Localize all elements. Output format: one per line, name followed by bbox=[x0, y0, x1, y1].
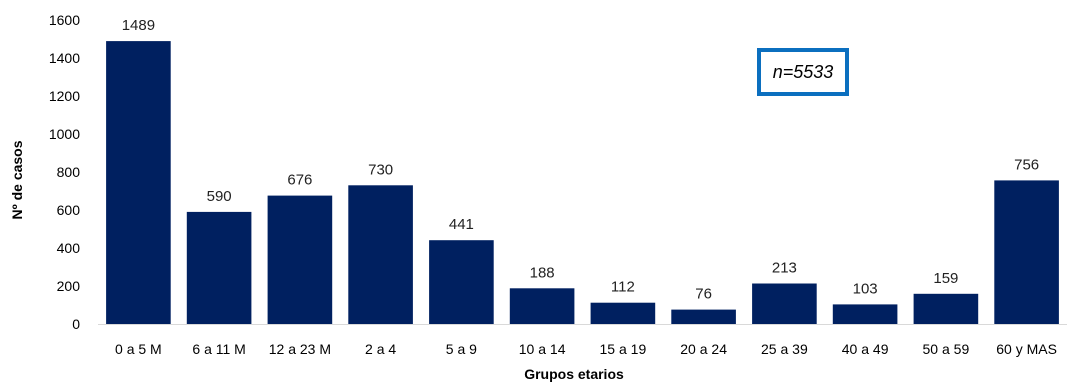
data-label: 188 bbox=[530, 264, 555, 281]
data-label: 1489 bbox=[122, 17, 155, 34]
x-tick-label: 6 a 11 M bbox=[192, 341, 245, 357]
data-label: 112 bbox=[611, 279, 635, 296]
x-tick-label: 60 y MAS bbox=[996, 341, 1057, 357]
y-tick-label: 1200 bbox=[49, 88, 80, 104]
x-tick-label: 0 a 5 M bbox=[115, 341, 162, 357]
bar bbox=[671, 309, 736, 324]
bar bbox=[913, 293, 979, 324]
y-tick-label: 600 bbox=[57, 202, 81, 218]
x-tick-label: 40 a 49 bbox=[842, 341, 889, 357]
bar bbox=[752, 283, 817, 324]
y-axis-ticks: 0 200 400 600 800 1000 1200 1400 1600 bbox=[49, 12, 80, 332]
x-tick-label: 5 a 9 bbox=[446, 341, 477, 357]
x-tick-label: 10 a 14 bbox=[519, 341, 566, 357]
y-tick-label: 200 bbox=[57, 278, 81, 294]
bar bbox=[348, 185, 413, 324]
x-tick-label: 15 a 19 bbox=[600, 341, 647, 357]
bar bbox=[832, 304, 898, 324]
data-label: 441 bbox=[449, 216, 474, 233]
x-tick-label: 12 a 23 M bbox=[269, 341, 331, 357]
x-tick-label: 20 a 24 bbox=[680, 341, 727, 357]
x-tick-label: 50 a 59 bbox=[923, 341, 970, 357]
bar bbox=[267, 195, 333, 324]
bar bbox=[590, 302, 656, 324]
data-label: 159 bbox=[933, 270, 958, 287]
data-label: 213 bbox=[772, 260, 797, 277]
x-tick-label: 2 a 4 bbox=[365, 341, 396, 357]
y-tick-label: 0 bbox=[72, 316, 80, 332]
bar bbox=[994, 180, 1059, 324]
data-label: 676 bbox=[287, 172, 312, 189]
y-axis-title: Nº de casos bbox=[9, 140, 25, 219]
y-tick-label: 800 bbox=[57, 164, 81, 180]
x-axis-ticks: 0 a 5 M 6 a 11 M 12 a 23 M 2 a 4 5 a 9 10 a 1… bbox=[115, 341, 1057, 357]
x-axis-title: Grupos etarios bbox=[524, 366, 624, 382]
y-tick-label: 1600 bbox=[49, 12, 80, 28]
data-label: 590 bbox=[207, 188, 232, 205]
data-label: 756 bbox=[1014, 156, 1039, 173]
data-label: 730 bbox=[368, 161, 393, 178]
bar bbox=[106, 41, 171, 324]
y-tick-label: 1000 bbox=[49, 126, 80, 142]
y-tick-label: 1400 bbox=[49, 50, 80, 66]
data-label: 76 bbox=[695, 286, 712, 303]
y-tick-label: 400 bbox=[57, 240, 81, 256]
data-labels: 1489 590 676 730 441 188 112 76 213 103 159 756 bbox=[122, 17, 1039, 302]
sample-size-label: n=5533 bbox=[772, 61, 834, 82]
data-label: 103 bbox=[853, 280, 878, 297]
x-tick-label: 25 a 39 bbox=[761, 341, 808, 357]
sample-size-box: n=5533 bbox=[757, 48, 849, 96]
bar bbox=[186, 211, 252, 324]
bar bbox=[509, 288, 575, 324]
bars bbox=[106, 41, 1059, 324]
bar bbox=[429, 240, 494, 324]
